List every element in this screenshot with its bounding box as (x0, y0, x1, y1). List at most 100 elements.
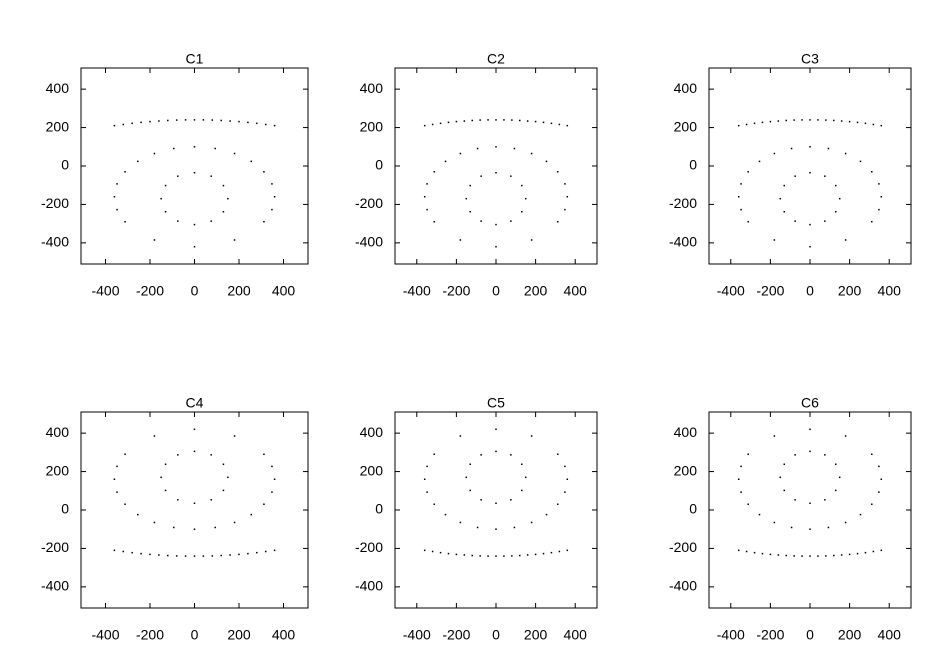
point (423, 549, 426, 552)
chart-title: C6 (801, 395, 819, 411)
point (526, 120, 529, 122)
point (153, 152, 156, 155)
point (785, 119, 787, 122)
point (214, 526, 216, 529)
point (250, 160, 252, 163)
y-tick-label: 400 (674, 424, 698, 440)
point (193, 223, 196, 226)
point (564, 491, 566, 493)
point (769, 120, 772, 123)
point (871, 503, 873, 505)
point (827, 147, 830, 150)
point (747, 503, 749, 505)
point (824, 454, 826, 456)
point (471, 554, 473, 557)
point (193, 428, 196, 431)
point (503, 555, 505, 557)
point (758, 160, 761, 163)
point (809, 245, 811, 248)
point (503, 119, 505, 121)
point (222, 463, 225, 466)
point (737, 549, 740, 552)
point (149, 553, 151, 556)
point (222, 184, 225, 187)
point (459, 521, 462, 524)
point (113, 549, 116, 552)
point (740, 465, 742, 468)
point (271, 208, 273, 211)
point (833, 554, 835, 557)
x-tick-label: 400 (272, 627, 296, 643)
plot-frame (80, 411, 309, 609)
point (167, 554, 169, 557)
point (827, 526, 830, 529)
point (495, 502, 497, 505)
x-tick-label: -200 (756, 627, 784, 643)
point (122, 123, 125, 126)
point (495, 171, 497, 174)
point (153, 435, 156, 437)
point (113, 124, 116, 127)
point (465, 197, 468, 200)
point (471, 119, 473, 122)
point (469, 463, 472, 466)
y-tick-label: 400 (360, 424, 384, 440)
point (177, 454, 179, 456)
y-tick-label: -400 (355, 578, 383, 594)
point (469, 210, 472, 213)
point (238, 120, 240, 123)
point (116, 491, 118, 493)
point (124, 171, 126, 173)
point (439, 122, 442, 125)
point (737, 195, 740, 198)
point (495, 245, 497, 248)
point (801, 555, 803, 557)
y-tick-label: 0 (689, 501, 697, 517)
point (844, 435, 847, 437)
point (113, 195, 116, 198)
point (783, 489, 786, 492)
point (137, 160, 139, 163)
point (878, 491, 880, 493)
point (423, 124, 426, 127)
y-tick-label: 200 (674, 118, 698, 134)
point (164, 210, 167, 213)
point (534, 553, 537, 556)
point (809, 528, 811, 530)
point (520, 489, 523, 492)
point (513, 526, 516, 529)
point (783, 184, 786, 187)
chart-title: C4 (186, 395, 204, 411)
point (124, 503, 126, 505)
y-tick-label: -200 (41, 195, 69, 211)
x-tick-label: 200 (838, 627, 862, 643)
point (233, 152, 236, 155)
point (426, 465, 428, 468)
point (557, 453, 559, 456)
point (745, 123, 748, 126)
point (773, 435, 776, 437)
point (116, 183, 118, 185)
point (566, 195, 569, 198)
point (264, 550, 267, 553)
point (455, 553, 458, 556)
point (844, 152, 847, 155)
point (856, 121, 859, 124)
y-tick-label: 400 (674, 80, 698, 96)
point (534, 120, 537, 123)
y-tick-label: -200 (41, 539, 69, 555)
x-tick-label: 400 (564, 627, 588, 643)
point (495, 528, 497, 530)
point (444, 160, 447, 163)
point (487, 119, 489, 121)
point (737, 478, 740, 481)
point (779, 476, 782, 479)
point (809, 223, 811, 226)
x-tick-label: -200 (136, 283, 164, 299)
y-tick-label: -400 (669, 578, 697, 594)
point (824, 499, 826, 501)
point (848, 553, 851, 556)
x-tick-label: -200 (756, 283, 784, 299)
point (838, 476, 841, 479)
